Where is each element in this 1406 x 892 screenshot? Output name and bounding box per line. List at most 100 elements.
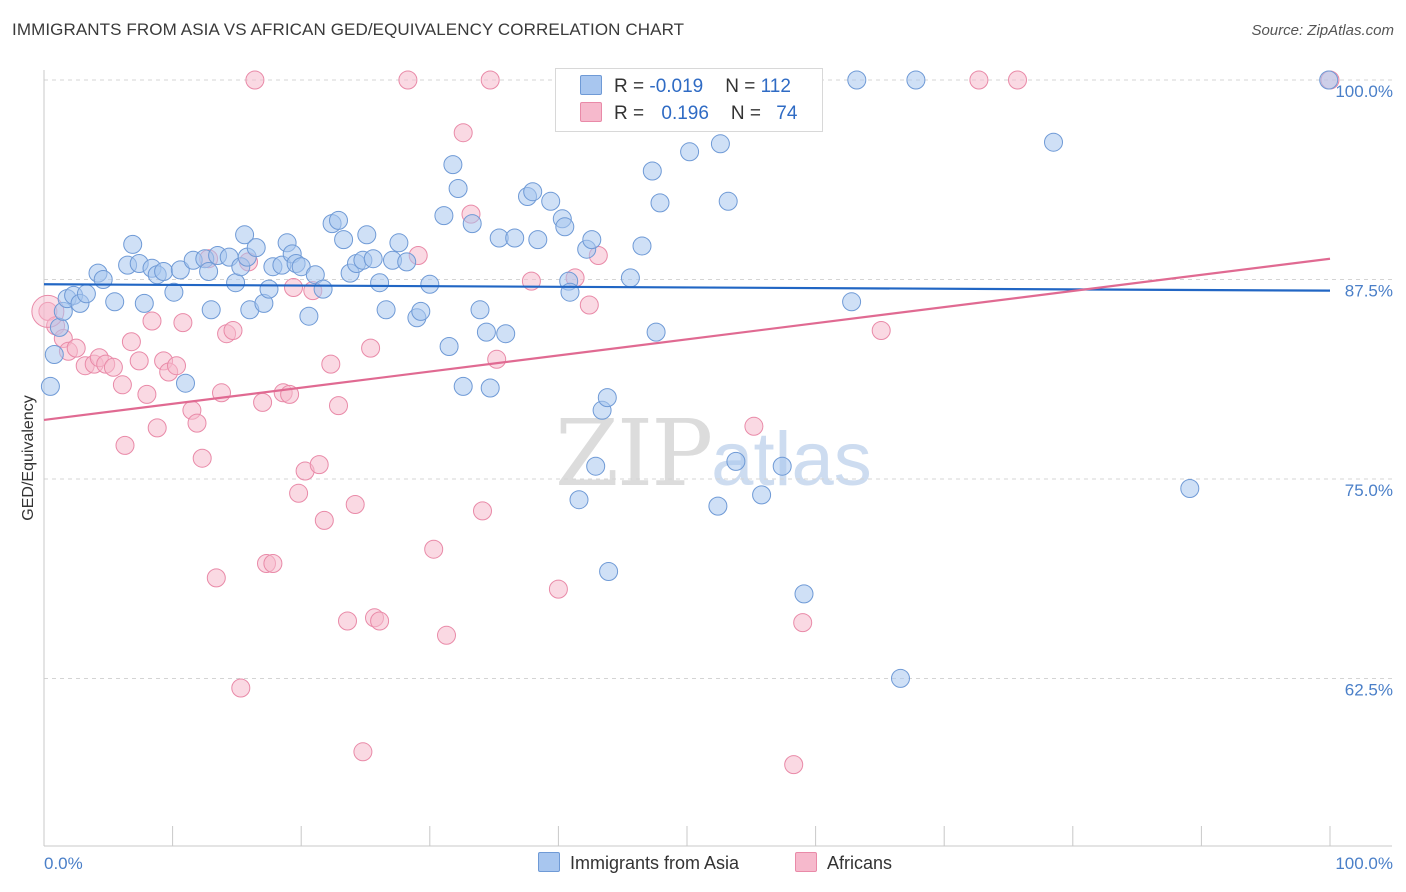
data-point-africans — [187, 413, 207, 433]
source-attribution: Source: ZipAtlas.com — [1251, 22, 1394, 39]
data-point-africans — [284, 278, 303, 297]
data-point-asia — [313, 279, 333, 299]
data-point-asia — [363, 249, 383, 269]
data-point-africans — [147, 418, 167, 438]
data-point-asia — [597, 388, 617, 408]
data-point-asia — [842, 292, 862, 312]
data-point-africans — [424, 539, 444, 559]
legend-swatch-pink — [580, 102, 602, 122]
data-point-asia — [434, 206, 454, 226]
data-point-africans — [579, 295, 599, 315]
data-point-asia — [226, 273, 246, 293]
stats-legend: R = -0.019 N = 112 R = 0.196 N = 74 — [555, 68, 823, 132]
data-point-asia — [752, 485, 772, 505]
data-point-asia — [528, 230, 548, 250]
trend-lines — [43, 257, 1331, 422]
data-point-asia — [389, 233, 409, 253]
data-point-africans — [173, 313, 193, 333]
legend-label-asia: Immigrants from Asia — [570, 853, 740, 873]
data-point-asia — [376, 300, 396, 320]
legend-swatch-pink — [795, 852, 817, 872]
legend-item-africans: Africans — [795, 852, 892, 874]
data-point-asia — [794, 584, 814, 604]
data-point-asia — [505, 228, 525, 248]
data-point-asia — [299, 306, 319, 326]
legend-r-label: R = — [614, 76, 650, 97]
stats-legend-row-asia: R = -0.019 N = 112 — [580, 75, 791, 101]
legend-r-label: R = — [614, 103, 650, 124]
data-point-asia — [555, 217, 575, 237]
data-point-africans — [112, 375, 132, 395]
data-point-asia — [439, 337, 459, 356]
data-point-asia — [453, 376, 473, 396]
legend-n-value: 112 — [760, 76, 791, 97]
data-point-asia — [259, 279, 279, 299]
data-point-asia — [1180, 479, 1200, 498]
data-point-asia — [44, 345, 64, 364]
data-point-africans — [370, 611, 390, 631]
data-point-asia — [891, 668, 910, 688]
data-point-asia — [599, 562, 619, 581]
data-point-asia — [420, 274, 440, 294]
data-point-asia — [847, 70, 867, 90]
y-axis-label: GED/Equivalency — [20, 395, 37, 520]
data-point-asia — [582, 230, 602, 250]
data-point-africans — [437, 625, 456, 645]
data-point-africans — [345, 495, 365, 514]
series-legend: Immigrants from Asia Africans — [0, 852, 1406, 878]
data-point-asia — [93, 270, 113, 289]
data-point-africans — [329, 396, 348, 416]
legend-r-value: -0.019 — [649, 76, 704, 97]
x-tick-label-min: 0.0% — [44, 854, 83, 873]
data-point-africans — [142, 311, 162, 331]
chart-title: IMMIGRANTS FROM ASIA VS AFRICAN GED/EQUI… — [12, 20, 685, 39]
data-point-africans — [192, 448, 212, 468]
data-point-africans — [1008, 70, 1027, 90]
data-point-asia — [105, 292, 125, 312]
data-point-asia — [201, 300, 221, 320]
x-tick-label-max: 100.0% — [1335, 854, 1393, 873]
data-point-asia — [906, 70, 926, 90]
data-point-africans — [231, 678, 251, 698]
data-point-asia — [448, 179, 468, 198]
legend-label-africans: Africans — [827, 853, 893, 873]
watermark-zip: ZIP — [555, 400, 713, 507]
data-point-asia — [154, 262, 174, 281]
data-point-africans — [548, 579, 568, 599]
data-point-asia — [523, 182, 543, 202]
data-point-africans — [784, 755, 804, 775]
data-point-asia — [480, 378, 500, 398]
data-point-asia — [650, 193, 670, 213]
data-point-africans — [206, 568, 226, 588]
data-point-asia — [462, 214, 482, 234]
grid-lines — [44, 79, 1392, 679]
data-point-asia — [334, 230, 354, 250]
x-tick-marks — [43, 826, 1331, 846]
data-point-africans — [744, 416, 764, 436]
data-point-asia — [357, 225, 377, 245]
data-point-asia — [632, 236, 652, 256]
data-point-africans — [321, 354, 341, 374]
data-point-africans — [453, 123, 473, 143]
data-point-africans — [487, 349, 507, 369]
data-point-africans — [361, 338, 381, 358]
series-immigrants-from-asia — [40, 70, 1339, 688]
trend-line-asia — [43, 283, 1331, 292]
trend-line-africans — [43, 257, 1331, 422]
data-point-asia — [646, 322, 666, 342]
y-tick-labels: 62.5% 75.0% 87.5% 100.0% — [1335, 82, 1393, 699]
data-point-africans — [314, 510, 334, 530]
data-point-africans — [793, 613, 813, 633]
data-point-asia — [49, 317, 69, 337]
data-point-africans — [115, 435, 135, 455]
legend-n-value: 74 — [776, 103, 798, 124]
legend-swatch-blue — [538, 852, 560, 872]
data-point-asia — [164, 282, 184, 302]
data-point-asia — [411, 301, 431, 321]
data-point-africans — [398, 70, 418, 90]
y-tick-label: 62.5% — [1345, 680, 1393, 699]
data-point-asia — [235, 225, 255, 245]
data-point-asia — [1044, 132, 1063, 152]
data-point-africans — [473, 501, 492, 521]
